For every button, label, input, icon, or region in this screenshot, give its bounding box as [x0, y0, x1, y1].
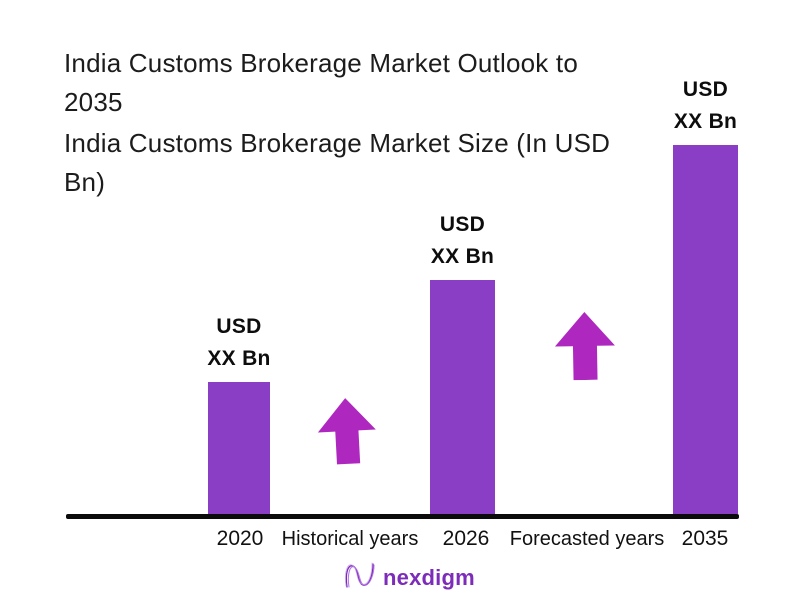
period-label-historical: Historical years: [281, 528, 419, 550]
bar-2035: [673, 145, 738, 514]
x-axis-line: [66, 514, 739, 519]
nexdigm-logo-mark-icon: [344, 560, 376, 595]
x-label-2020: 2020: [216, 527, 264, 550]
nexdigm-logo: nexdigm: [344, 560, 475, 595]
bar-2020: [208, 382, 270, 514]
bar-value-label-2035: USD XX Bn: [673, 78, 738, 133]
period-label-forecasted: Forecasted years: [509, 528, 665, 550]
chart-subtitle: India Customs Brokerage Market Size (In …: [64, 128, 611, 197]
bar-value-label-2020: USD XX Bn: [207, 315, 271, 370]
bar-value-label-2026: USD XX Bn: [430, 213, 495, 268]
x-label-2026: 2026: [442, 527, 490, 550]
x-label-2035: 2035: [681, 527, 729, 550]
growth-arrow-forecasted: [554, 311, 615, 385]
nexdigm-logo-text: nexdigm: [383, 564, 475, 590]
chart-title: India Customs Brokerage Market Outlook t…: [64, 48, 578, 117]
growth-arrow-historical: [316, 395, 378, 473]
bar-2026: [430, 280, 495, 514]
